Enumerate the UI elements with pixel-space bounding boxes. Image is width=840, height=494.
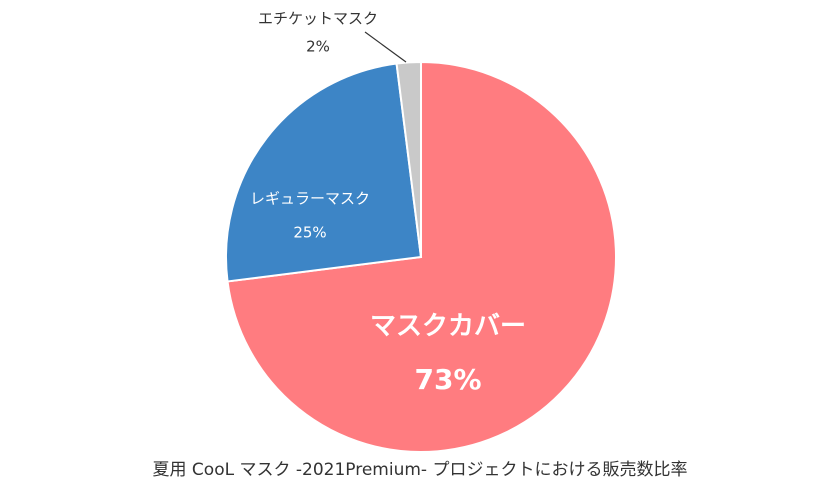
leader-line-etiquette — [364, 31, 407, 63]
pie-slice-2 — [225, 62, 423, 283]
slice-value-label-1: 73% — [414, 363, 481, 396]
chart-caption: 夏用 CooL マスク -2021Premium- プロジェクトにおける販売数比… — [152, 460, 688, 480]
slice-value-label-3: 2% — [306, 38, 330, 56]
pie-slice-3 — [395, 60, 422, 258]
slice-value-label-2: 25% — [293, 224, 326, 242]
labels-layer: マスクカバー 73% レギュラーマスク 25% エチケットマスク 2% — [250, 10, 526, 397]
slice-name-label-3: エチケットマスク — [258, 10, 378, 28]
slice-name-label-1: マスクカバー — [370, 312, 526, 342]
slices-layer — [225, 60, 617, 453]
slice-name-label-2: レギュラーマスク — [250, 190, 370, 208]
